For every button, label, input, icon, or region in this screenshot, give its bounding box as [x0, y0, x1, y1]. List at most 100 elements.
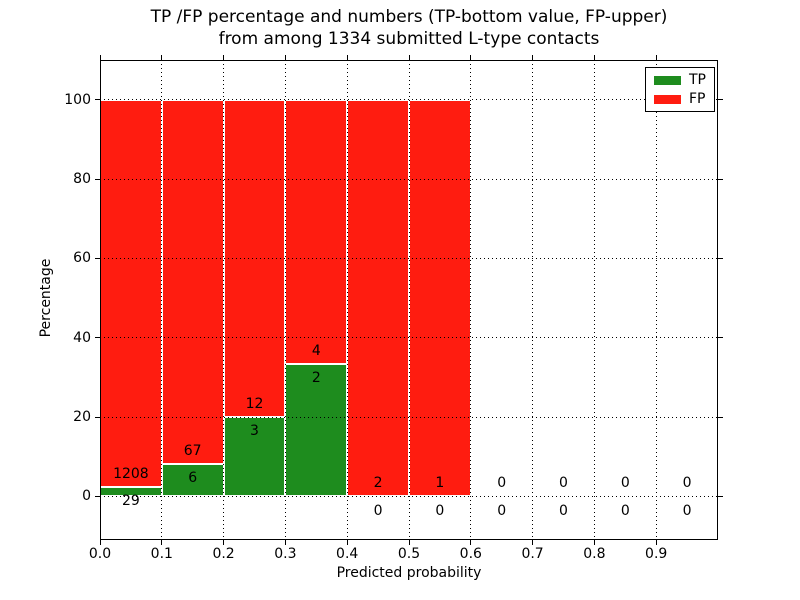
y-tick-right	[718, 99, 723, 101]
x-tick-label: 0.1	[150, 546, 173, 562]
bar-label-tp-2: 3	[250, 423, 259, 440]
chart-title: TP /FP percentage and numbers (TP-bottom…	[100, 6, 718, 50]
x-tick-bottom	[532, 540, 534, 545]
x-tick-bottom	[408, 540, 410, 545]
gridline-horizontal	[100, 337, 718, 339]
bar-label-fp-8: 0	[620, 475, 630, 492]
x-tick-top	[99, 55, 101, 60]
bar-label-tp-5: 0	[435, 502, 445, 519]
legend: TP FP	[645, 67, 715, 112]
bar-label-tp-3: 2	[311, 370, 321, 387]
x-tick-label: 0.9	[645, 546, 668, 562]
x-tick-top	[593, 55, 595, 60]
x-tick-bottom	[223, 540, 225, 545]
gridline-vertical	[223, 60, 225, 540]
bar-tp-3	[285, 364, 348, 497]
gridline-horizontal	[100, 99, 718, 101]
bar-label-fp-2: 12	[245, 395, 264, 412]
plot-frame	[100, 60, 718, 540]
x-tick-top	[532, 55, 534, 60]
bar-fp-5	[409, 99, 471, 497]
x-tick-label: 0.7	[521, 546, 544, 562]
x-tick-label: 0.2	[212, 546, 235, 562]
legend-swatch-tp	[654, 75, 681, 85]
gridline-vertical	[284, 60, 286, 540]
y-tick-label: 60	[73, 250, 91, 267]
y-tick-right	[718, 337, 723, 339]
bar-label-fp-4: 2	[373, 475, 383, 492]
x-tick-bottom	[655, 540, 657, 545]
x-tick-top	[223, 55, 225, 60]
x-tick-top	[346, 55, 348, 60]
bar-label-tp-1: 6	[188, 470, 198, 487]
x-tick-top	[161, 55, 163, 60]
bar-label-tp-6: 0	[497, 502, 507, 519]
y-tick-left	[95, 337, 100, 339]
bar-label-tp-4: 0	[373, 502, 383, 519]
y-tick-right	[718, 178, 723, 180]
y-tick-right	[718, 495, 723, 497]
legend-swatch-fp	[654, 94, 681, 104]
bar-label-fp-7: 0	[559, 475, 568, 492]
x-tick-top	[655, 55, 657, 60]
legend-label-fp: FP	[689, 91, 706, 107]
bar-label-fp-9: 0	[682, 475, 692, 492]
gridline-vertical	[593, 60, 595, 540]
chart-title-line1: TP /FP percentage and numbers (TP-bottom…	[150, 7, 668, 27]
bar-fp-4	[347, 99, 409, 497]
gridline-horizontal	[100, 257, 718, 259]
gridline-vertical	[655, 60, 657, 540]
bar-label-fp-0: 1208	[113, 465, 149, 482]
y-tick-label: 100	[64, 91, 91, 108]
x-tick-bottom	[593, 540, 595, 545]
gridline-horizontal	[100, 178, 718, 180]
gridline-vertical	[532, 60, 534, 540]
y-tick-left	[95, 257, 100, 259]
x-axis-label: Predicted probability	[336, 565, 482, 581]
x-tick-label: 0.6	[459, 546, 482, 562]
x-tick-label: 0.3	[274, 546, 297, 562]
x-tick-bottom	[346, 540, 348, 545]
y-tick-left	[95, 416, 100, 418]
gridline-vertical	[346, 60, 348, 540]
y-tick-label: 80	[73, 171, 91, 187]
legend-row-tp: TP	[654, 73, 714, 87]
bar-label-tp-9: 0	[682, 502, 692, 519]
bar-label-tp-8: 0	[620, 502, 630, 519]
x-tick-top	[470, 55, 472, 60]
x-tick-label: 0.0	[88, 546, 112, 562]
chart-title-line2: from among 1334 submitted L-type contact…	[218, 29, 600, 49]
legend-label-tp: TP	[689, 72, 706, 88]
y-tick-left	[95, 495, 100, 497]
bar-fp-3	[285, 99, 348, 365]
bar-label-fp-5: 1	[435, 475, 445, 492]
y-tick-label: 40	[73, 329, 91, 346]
legend-row-fp: FP	[654, 92, 714, 106]
gridline-vertical	[408, 60, 410, 540]
y-tick-label: 0	[82, 488, 91, 505]
x-tick-label: 0.8	[583, 546, 606, 562]
x-tick-label: 0.5	[397, 546, 421, 562]
gridline-horizontal	[100, 416, 718, 418]
x-tick-bottom	[284, 540, 286, 545]
gridline-vertical	[161, 60, 163, 540]
bar-label-fp-3: 4	[311, 343, 321, 360]
x-tick-top	[284, 55, 286, 60]
x-tick-bottom	[99, 540, 101, 545]
y-tick-right	[718, 257, 723, 259]
y-tick-label: 20	[73, 409, 91, 426]
x-tick-bottom	[161, 540, 163, 545]
y-tick-left	[95, 178, 100, 180]
y-axis-label: Percentage	[38, 258, 54, 338]
x-tick-bottom	[470, 540, 472, 545]
bar-label-tp-7: 0	[559, 502, 568, 519]
gridline-horizontal	[100, 495, 718, 497]
x-tick-label: 0.4	[336, 546, 359, 562]
bar-label-fp-6: 0	[497, 475, 507, 492]
y-tick-right	[718, 416, 723, 418]
bar-label-tp-0: 29	[121, 493, 140, 510]
bar-label-fp-1: 67	[183, 442, 202, 459]
y-tick-left	[95, 99, 100, 101]
x-tick-top	[408, 55, 410, 60]
